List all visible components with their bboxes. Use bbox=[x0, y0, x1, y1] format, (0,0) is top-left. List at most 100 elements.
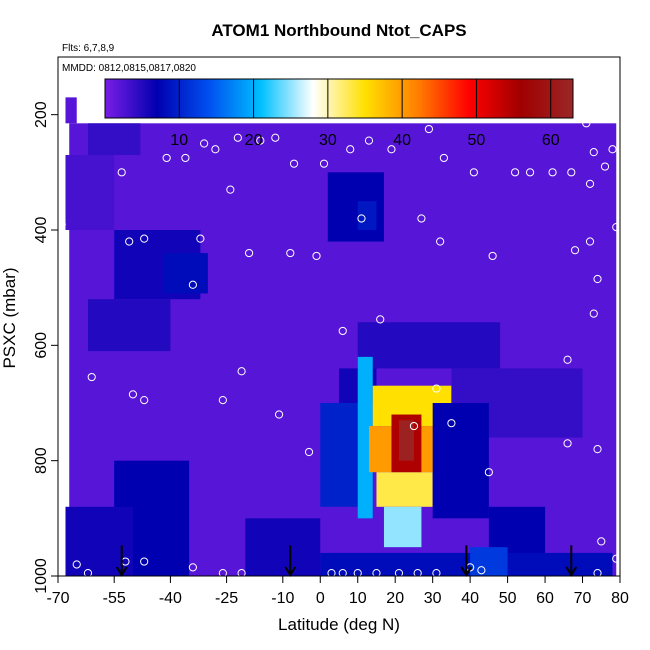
profile-point bbox=[271, 133, 280, 142]
profile-point bbox=[140, 557, 149, 566]
y-axis: 200 400 600 800 1000 bbox=[33, 101, 58, 594]
y-axis-label: PSXC (mbar) bbox=[0, 267, 19, 368]
x-axis: -70 -55 -40 -25 -10 0 10 20 30 40 50 60 70 80 bbox=[46, 576, 629, 607]
profile-point bbox=[585, 179, 595, 188]
profile-point bbox=[128, 390, 138, 399]
profile-point bbox=[244, 248, 254, 258]
profile-point bbox=[233, 133, 242, 142]
profile-point bbox=[286, 248, 295, 258]
profile-point bbox=[83, 569, 93, 576]
profile-point bbox=[319, 159, 329, 168]
profile-point bbox=[304, 447, 314, 457]
profile-point bbox=[226, 185, 235, 194]
profile-point bbox=[372, 569, 381, 576]
x-tick-label: 10 bbox=[349, 590, 367, 607]
profile-points bbox=[58, 119, 620, 576]
colorbar: 10 20 30 40 50 60 bbox=[104, 78, 574, 149]
profile-point bbox=[200, 139, 209, 148]
y-tick-label: 800 bbox=[33, 447, 50, 474]
chart-title: ATOM1 Northbound Ntot_CAPS bbox=[211, 21, 466, 40]
x-tick-label: -70 bbox=[46, 590, 69, 607]
profile-point bbox=[585, 237, 595, 246]
heatmap-cell bbox=[245, 518, 321, 576]
heatmap-cell bbox=[383, 506, 422, 548]
profile-point bbox=[181, 153, 190, 163]
profile-point bbox=[387, 145, 396, 154]
profile-point bbox=[582, 119, 591, 128]
profile-point bbox=[188, 563, 197, 572]
heatmap-cell bbox=[376, 472, 433, 507]
profile-point bbox=[237, 367, 246, 376]
heatmap-cells bbox=[65, 97, 617, 576]
profile-point bbox=[117, 168, 126, 177]
profile-point bbox=[289, 159, 299, 168]
x-tick-label: 40 bbox=[461, 590, 479, 607]
colorbar-tick-label: 50 bbox=[468, 132, 486, 149]
profile-point bbox=[140, 396, 149, 405]
profile-point bbox=[589, 148, 598, 157]
heatmap-cell bbox=[87, 299, 171, 352]
colorbar-tick-label: 20 bbox=[245, 132, 263, 149]
profile-point bbox=[563, 439, 572, 448]
arrow-head bbox=[115, 566, 128, 577]
heatmap-cell bbox=[65, 506, 133, 576]
heatmap-cell bbox=[432, 403, 489, 519]
x-tick-label: -10 bbox=[271, 590, 294, 607]
x-tick-label: 30 bbox=[424, 590, 442, 607]
profile-point bbox=[525, 168, 535, 177]
profile-point bbox=[188, 280, 197, 289]
profile-point bbox=[58, 220, 66, 229]
direction-arrows bbox=[115, 545, 578, 577]
profile-point bbox=[353, 569, 362, 576]
heatmap-cell bbox=[357, 201, 377, 230]
profile-point bbox=[218, 396, 227, 405]
x-tick-label: 50 bbox=[499, 590, 517, 607]
x-tick-label: 80 bbox=[611, 590, 629, 607]
profile-point bbox=[409, 421, 419, 431]
colorbar-tick-label: 30 bbox=[319, 132, 337, 149]
heatmap-cell bbox=[398, 420, 414, 461]
heatmap-cell bbox=[357, 356, 373, 519]
x-tick-label: 0 bbox=[316, 590, 325, 607]
profile-point bbox=[312, 251, 321, 261]
profile-point bbox=[593, 274, 602, 284]
heatmap-cell bbox=[65, 155, 115, 230]
profile-point bbox=[600, 162, 610, 171]
profile-point bbox=[394, 569, 404, 576]
profile-point bbox=[211, 145, 220, 154]
profile-point bbox=[432, 569, 441, 576]
profile-point bbox=[436, 237, 445, 246]
x-tick-label: 60 bbox=[536, 590, 554, 607]
profile-point bbox=[469, 168, 478, 177]
profile-point bbox=[364, 136, 374, 145]
arrow-head bbox=[460, 566, 473, 577]
profile-point bbox=[357, 214, 366, 223]
colorbar-tick-label: 40 bbox=[393, 132, 411, 149]
plot-frame bbox=[57, 56, 621, 577]
profile-point bbox=[567, 168, 576, 177]
x-tick-label: 70 bbox=[574, 590, 592, 607]
x-tick-label: 20 bbox=[386, 590, 404, 607]
y-tick-label: 600 bbox=[33, 332, 50, 359]
profile-point bbox=[484, 468, 493, 477]
profile-point bbox=[58, 378, 66, 387]
y-tick-label: 400 bbox=[33, 217, 50, 244]
heatmap-cell bbox=[162, 253, 208, 294]
profile-point bbox=[477, 566, 486, 575]
profile-point bbox=[589, 309, 598, 318]
x-tick-label: -40 bbox=[159, 590, 182, 607]
profile-point bbox=[447, 419, 456, 428]
y-tick-label: 1000 bbox=[33, 558, 50, 594]
profile-point bbox=[510, 168, 520, 177]
heatmap-cell bbox=[65, 97, 77, 124]
x-tick-label: -55 bbox=[103, 590, 126, 607]
profile-point bbox=[593, 445, 602, 454]
profile-point bbox=[376, 315, 385, 324]
profile-point bbox=[327, 569, 336, 576]
profile-point bbox=[432, 384, 441, 393]
profile-point bbox=[548, 168, 557, 177]
profile-point bbox=[218, 569, 227, 576]
profile-point bbox=[413, 569, 422, 576]
y-tick-label: 200 bbox=[33, 101, 50, 128]
